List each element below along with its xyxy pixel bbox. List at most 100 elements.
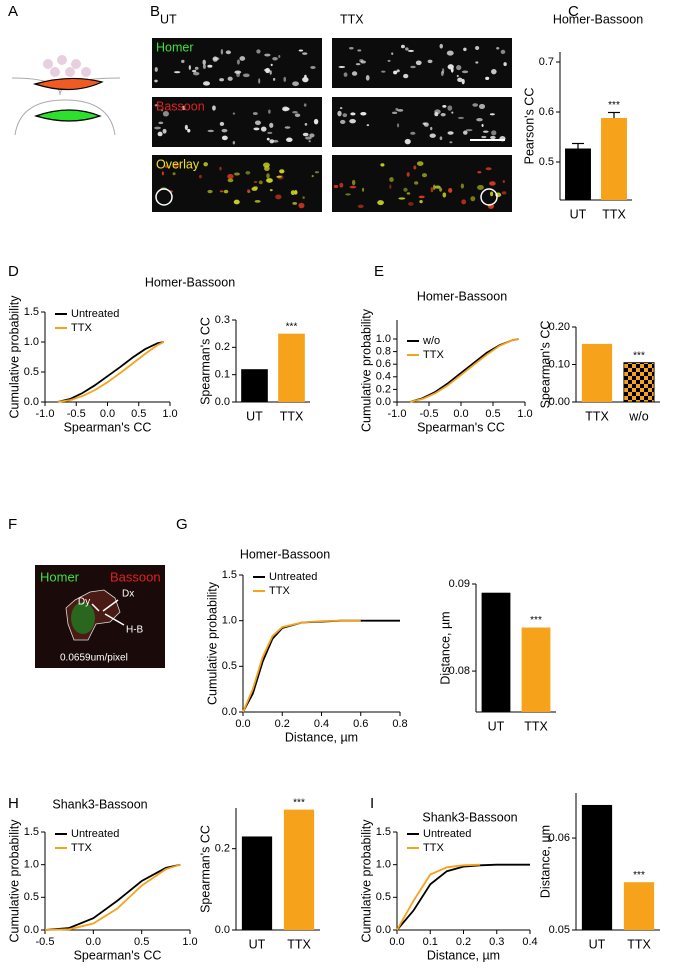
- puncta: [173, 162, 180, 168]
- y-tick-label: 0.0: [376, 396, 391, 408]
- puncta: [460, 183, 465, 189]
- y-axis-label: Cumulative probability: [7, 295, 21, 419]
- cdf-line: [242, 619, 361, 713]
- puncta: [221, 135, 228, 141]
- panel-letter: G: [176, 516, 188, 533]
- puncta: [485, 167, 492, 171]
- puncta: [476, 118, 483, 122]
- bar: [623, 882, 655, 930]
- x-tick-label: -0.5: [67, 408, 86, 420]
- puncta: [266, 173, 270, 179]
- x-tick-label: 0.6: [353, 718, 368, 730]
- bar: [241, 836, 273, 930]
- puncta: [380, 163, 385, 167]
- inset-label: 0.0659um/pixel: [60, 653, 128, 664]
- y-tick-label: 0.2: [215, 843, 230, 855]
- y-axis-label: Cumulative probability: [7, 819, 21, 943]
- puncta: [463, 47, 467, 52]
- x-tick-label: -0.5: [420, 408, 439, 420]
- puncta: [400, 44, 405, 49]
- puncta: [207, 129, 214, 133]
- puncta: [262, 162, 270, 168]
- bar: [581, 343, 613, 402]
- puncta: [461, 78, 465, 85]
- puncta: [391, 52, 394, 55]
- x-tick-label: 0.0: [86, 936, 101, 948]
- puncta: [501, 191, 507, 195]
- inset-label: Dy: [78, 597, 90, 608]
- row-label: Homer: [156, 40, 194, 54]
- puncta: [337, 110, 342, 117]
- x-tick-label: -1.0: [36, 408, 55, 420]
- y-tick-label: 0.09: [449, 578, 470, 590]
- y-tick-label: 0.00: [549, 396, 570, 408]
- y-axis-label: Cumulative probability: [359, 308, 373, 432]
- puncta: [449, 141, 453, 144]
- panel-letter: H: [8, 795, 19, 812]
- legend-label: w/o: [422, 335, 440, 347]
- puncta: [265, 67, 270, 74]
- puncta: [154, 126, 161, 130]
- puncta: [272, 56, 278, 61]
- puncta: [260, 126, 267, 132]
- x-tick-label: UT: [488, 719, 505, 733]
- puncta: [439, 43, 443, 49]
- puncta: [345, 193, 351, 196]
- puncta: [477, 171, 482, 174]
- puncta: [419, 199, 423, 204]
- legend-label: TTX: [423, 349, 444, 361]
- x-tick-label: 1.0: [517, 408, 532, 420]
- x-tick-label: 0.2: [456, 936, 471, 948]
- x-tick-label: 0.5: [134, 936, 149, 948]
- y-tick-label: 0.6: [539, 106, 554, 118]
- x-tick-label: UT: [589, 937, 606, 951]
- legend-label: Untreated: [71, 308, 119, 320]
- puncta: [429, 133, 436, 138]
- puncta: [502, 180, 505, 183]
- bar: [278, 333, 305, 402]
- puncta: [304, 122, 308, 126]
- puncta: [447, 64, 454, 70]
- y-tick-label: 0.7: [539, 56, 554, 68]
- puncta: [349, 118, 356, 124]
- y-tick-label: 0.08: [449, 665, 470, 677]
- puncta: [360, 112, 367, 116]
- puncta: [234, 172, 240, 176]
- puncta: [472, 103, 479, 107]
- puncta: [272, 139, 279, 143]
- puncta: [207, 189, 213, 194]
- bar: [283, 809, 315, 930]
- significance: ***: [286, 321, 298, 332]
- puncta: [461, 199, 467, 205]
- x-tick-label: 0.4: [314, 718, 329, 730]
- puncta: [440, 113, 446, 117]
- puncta: [309, 133, 315, 138]
- puncta: [269, 70, 272, 75]
- chart-title: Homer-Bassoon: [553, 12, 643, 26]
- significance: ***: [293, 797, 305, 808]
- y-axis-label: Spearman's CC: [538, 321, 552, 409]
- y-tick-label: 1.0: [376, 333, 391, 345]
- row-label: Overlay: [156, 157, 200, 171]
- y-axis-label: Cumulative probability: [359, 819, 373, 943]
- column-label: UT: [160, 12, 177, 26]
- puncta: [478, 103, 486, 109]
- puncta: [272, 77, 276, 81]
- puncta: [446, 50, 454, 56]
- legend-label: TTX: [71, 842, 92, 854]
- puncta: [398, 197, 406, 200]
- x-axis-label: Spearman's CC: [74, 948, 162, 962]
- panel-letter: C: [568, 3, 579, 20]
- puncta: [305, 136, 312, 140]
- bar: [481, 592, 511, 712]
- puncta: [162, 128, 167, 134]
- puncta: [227, 178, 234, 183]
- puncta: [203, 81, 210, 86]
- puncta: [192, 69, 197, 73]
- puncta: [160, 108, 164, 112]
- panel-letter: F: [8, 516, 17, 533]
- x-tick-label: TTX: [602, 207, 626, 221]
- panel-letter: B: [150, 3, 160, 20]
- row-label: Bassoon: [156, 99, 205, 113]
- puncta: [279, 169, 285, 174]
